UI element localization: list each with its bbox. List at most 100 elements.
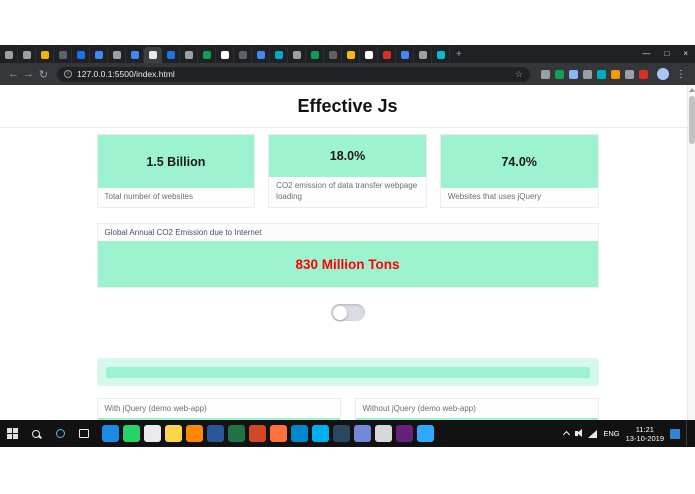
toggle-knob[interactable] bbox=[332, 305, 347, 320]
browser-tab[interactable] bbox=[54, 47, 72, 63]
extension-icon[interactable] bbox=[611, 69, 620, 79]
browser-tab[interactable] bbox=[18, 47, 36, 63]
url-bar[interactable]: i 127.0.0.1:5500/index.html ☆ bbox=[57, 66, 530, 82]
browser-tab[interactable] bbox=[198, 47, 216, 63]
browser-tab[interactable] bbox=[414, 47, 432, 63]
browser-tab[interactable] bbox=[252, 47, 270, 63]
tray-expand-icon[interactable] bbox=[563, 430, 571, 439]
emission-label: Global Annual CO2 Emission due to Intern… bbox=[97, 224, 598, 241]
search-button[interactable] bbox=[24, 420, 48, 447]
taskbar-app-telegram[interactable] bbox=[291, 425, 308, 442]
browser-tab[interactable] bbox=[342, 47, 360, 63]
browser-toolbar: ← → ↻ i 127.0.0.1:5500/index.html ☆ ⋮ bbox=[0, 63, 695, 85]
taskbar-app-steam[interactable] bbox=[333, 425, 350, 442]
extension-icon[interactable] bbox=[583, 69, 592, 79]
taskbar-app-powerpoint[interactable] bbox=[249, 425, 266, 442]
action-center-icon[interactable] bbox=[670, 428, 680, 439]
scrollbar-up-arrow-icon[interactable] bbox=[688, 88, 695, 92]
page-info-icon[interactable]: i bbox=[64, 70, 72, 78]
taskbar-app-whatsapp[interactable] bbox=[123, 425, 140, 442]
browser-tab[interactable] bbox=[108, 47, 126, 63]
windows-taskbar: ENG 11:21 13-10-2019 bbox=[0, 420, 695, 447]
page-viewport: Effective Js 1.5 Billion Total number of… bbox=[0, 85, 695, 420]
browser-tab[interactable] bbox=[90, 47, 108, 63]
page-title: Effective Js bbox=[297, 96, 398, 116]
taskbar-app-firefox[interactable] bbox=[270, 425, 287, 442]
taskbar-clock[interactable]: 11:21 13-10-2019 bbox=[626, 425, 664, 443]
browser-tab[interactable] bbox=[360, 47, 378, 63]
taskbar-app-discord[interactable] bbox=[354, 425, 371, 442]
browser-tab[interactable] bbox=[324, 47, 342, 63]
browser-tab[interactable] bbox=[162, 47, 180, 63]
browser-tab[interactable] bbox=[144, 47, 162, 63]
browser-tab[interactable] bbox=[126, 47, 144, 63]
browser-tab[interactable] bbox=[306, 47, 324, 63]
tab-favicon bbox=[202, 51, 211, 59]
search-icon bbox=[32, 429, 40, 438]
taskbar-app-edge[interactable] bbox=[102, 425, 119, 442]
extension-icon[interactable] bbox=[639, 69, 648, 79]
back-button[interactable]: ← bbox=[8, 68, 19, 80]
taskbar-app-vlc[interactable] bbox=[186, 425, 203, 442]
taskbar-app-file-explorer[interactable] bbox=[165, 425, 182, 442]
maximize-button[interactable]: □ bbox=[664, 49, 670, 58]
progress-bar-fill bbox=[105, 366, 590, 378]
taskbar-app-photoshop[interactable] bbox=[417, 425, 434, 442]
close-button[interactable]: × bbox=[683, 49, 688, 58]
scrollbar-thumb[interactable] bbox=[689, 96, 695, 144]
browser-tab[interactable] bbox=[432, 47, 450, 63]
browser-tab[interactable] bbox=[396, 47, 414, 63]
extension-icon[interactable] bbox=[541, 69, 550, 79]
toggle-wrap bbox=[97, 304, 599, 321]
browser-tab[interactable] bbox=[234, 47, 252, 63]
browser-tab[interactable] bbox=[216, 47, 234, 63]
browser-tab[interactable] bbox=[0, 47, 18, 63]
taskbar-app-chrome[interactable] bbox=[144, 425, 161, 442]
menu-kebab-icon[interactable]: ⋮ bbox=[676, 68, 686, 80]
url-text[interactable]: 127.0.0.1:5500/index.html bbox=[77, 69, 175, 79]
extension-icon[interactable] bbox=[569, 69, 578, 79]
extension-icon[interactable] bbox=[597, 69, 606, 79]
stat-label: CO2 emission of data transfer webpage lo… bbox=[269, 177, 426, 207]
page-scrollbar[interactable] bbox=[687, 85, 695, 420]
taskbar-app-excel[interactable] bbox=[228, 425, 245, 442]
new-tab-button[interactable]: + bbox=[456, 49, 462, 60]
browser-tab[interactable] bbox=[180, 47, 198, 63]
extension-icon[interactable] bbox=[555, 69, 564, 79]
network-icon[interactable] bbox=[588, 429, 598, 438]
browser-tab[interactable] bbox=[72, 47, 90, 63]
tab-favicon bbox=[310, 51, 319, 59]
profile-avatar[interactable] bbox=[657, 68, 669, 80]
reload-button[interactable]: ↻ bbox=[38, 68, 49, 81]
browser-tab[interactable] bbox=[36, 47, 54, 63]
language-indicator[interactable]: ENG bbox=[603, 429, 620, 438]
stat-label: Websites that uses jQuery bbox=[440, 188, 598, 207]
taskbar-app-skype[interactable] bbox=[312, 425, 329, 442]
cortana-icon bbox=[55, 429, 65, 438]
forward-button[interactable]: → bbox=[23, 68, 34, 80]
browser-tab[interactable] bbox=[288, 47, 306, 63]
tab-favicon bbox=[256, 51, 265, 59]
browser-tab-bar: + — □ × bbox=[0, 45, 695, 63]
taskbar-app-word[interactable] bbox=[207, 425, 224, 442]
task-view-icon bbox=[79, 429, 89, 438]
tab-favicon bbox=[94, 51, 103, 59]
jquery-toggle-switch[interactable] bbox=[330, 304, 365, 321]
browser-tab[interactable] bbox=[378, 47, 396, 63]
show-desktop-button[interactable] bbox=[686, 420, 690, 447]
extension-icon[interactable] bbox=[625, 69, 634, 79]
cortana-button[interactable] bbox=[48, 420, 72, 447]
tab-favicon bbox=[130, 51, 139, 59]
task-view-button[interactable] bbox=[72, 420, 96, 447]
bookmark-star-icon[interactable]: ☆ bbox=[514, 68, 523, 79]
browser-tab[interactable] bbox=[270, 47, 288, 63]
volume-icon[interactable] bbox=[575, 429, 583, 437]
tab-favicon bbox=[418, 51, 427, 59]
taskbar-app-calculator[interactable] bbox=[375, 425, 392, 442]
start-button[interactable] bbox=[0, 420, 24, 447]
tab-favicon bbox=[58, 51, 67, 59]
minimize-button[interactable]: — bbox=[642, 49, 651, 58]
taskbar-app-visual-studio[interactable] bbox=[396, 425, 413, 442]
top-margin bbox=[0, 0, 695, 45]
window-controls: — □ × bbox=[635, 45, 695, 63]
